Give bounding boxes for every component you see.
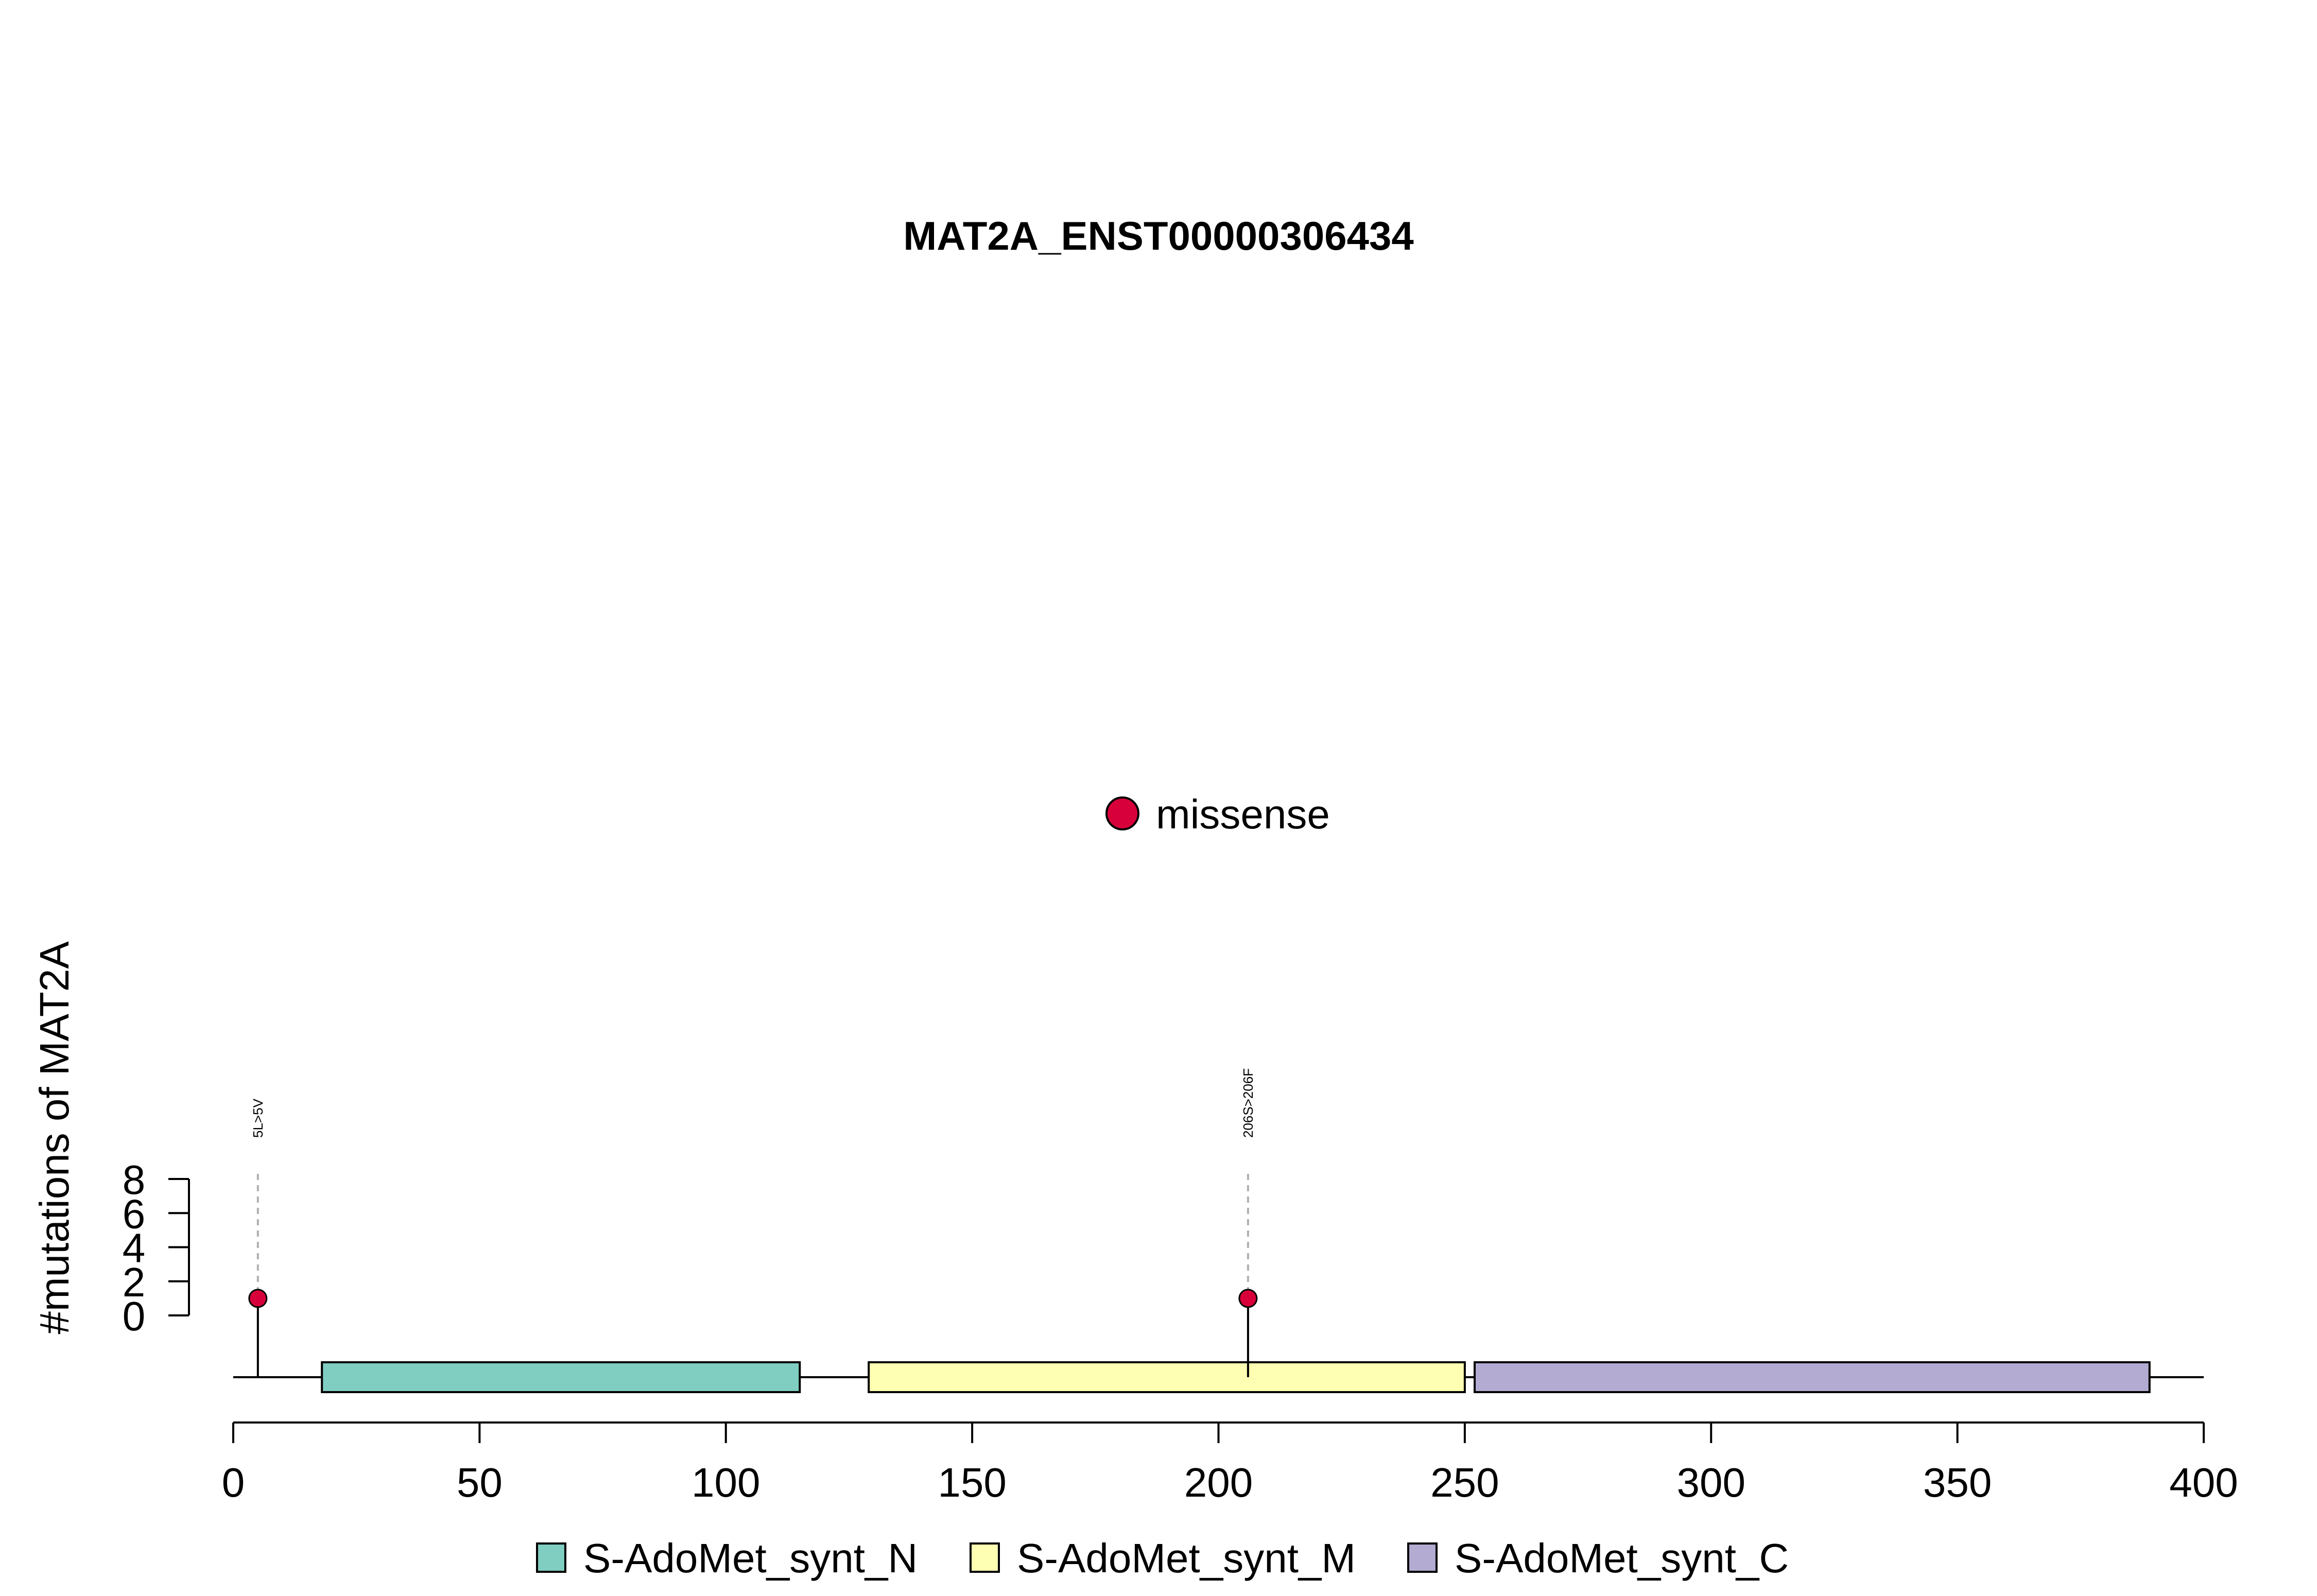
x-tick-label-300: 300 xyxy=(1677,1460,1745,1505)
x-axis: 0 50 100 150 200 250 300 350 400 xyxy=(222,1421,2238,1505)
domain-3 xyxy=(1474,1361,2151,1393)
domain-legend: S-AdoMet_synt_N S-AdoMet_synt_M S-AdoMet_s… xyxy=(536,1535,1789,1581)
domain-legend-label-2: S-AdoMet_synt_M xyxy=(1017,1535,1356,1581)
x-tick-label-50: 50 xyxy=(457,1460,503,1505)
y-tick-label-0: 0 xyxy=(123,1293,146,1339)
x-tick-label-400: 400 xyxy=(2169,1460,2238,1505)
domain-1 xyxy=(321,1361,801,1393)
domain-legend-swatch-2 xyxy=(970,1542,1000,1573)
x-tick-label-150: 150 xyxy=(938,1460,1006,1505)
chart-title: MAT2A_ENST00000306434 xyxy=(903,213,1413,258)
y-tick-label-6: 6 xyxy=(123,1191,146,1237)
mutation-legend-swatch-1 xyxy=(1105,796,1139,830)
y-axis-label-group: #mutations of MAT2A xyxy=(31,941,77,1334)
mutation-point-1 xyxy=(248,1289,268,1308)
y-tick-label-8: 8 xyxy=(123,1157,146,1203)
x-tick-label-200: 200 xyxy=(1184,1460,1253,1505)
mutation-label-2: 206S>206F xyxy=(1240,1068,1256,1138)
x-tick-label-0: 0 xyxy=(222,1460,245,1505)
domain-2 xyxy=(868,1361,1466,1393)
domain-legend-label-1: S-AdoMet_synt_N xyxy=(583,1535,918,1581)
domain-legend-swatch-3 xyxy=(1407,1542,1438,1573)
y-tick-label-4: 4 xyxy=(123,1225,146,1271)
x-tick-label-350: 350 xyxy=(1923,1460,1992,1505)
domain-legend-label-3: S-AdoMet_synt_C xyxy=(1455,1535,1789,1581)
mutation-point-2 xyxy=(1238,1289,1258,1308)
mutation-lollipops: 5L>5V 206S>206F xyxy=(248,1068,1258,1377)
y-tick-label-2: 2 xyxy=(123,1259,146,1305)
domain-legend-swatch-1 xyxy=(536,1542,566,1573)
mutation-legend: missense xyxy=(1105,791,1330,837)
x-tick-label-250: 250 xyxy=(1430,1460,1499,1505)
x-tick-label-100: 100 xyxy=(691,1460,760,1505)
mutation-legend-label-1: missense xyxy=(1156,791,1330,837)
mutation-label-1: 5L>5V xyxy=(250,1098,266,1138)
protein-domains xyxy=(321,1361,2151,1393)
y-axis-label: #mutations of MAT2A xyxy=(31,941,77,1334)
